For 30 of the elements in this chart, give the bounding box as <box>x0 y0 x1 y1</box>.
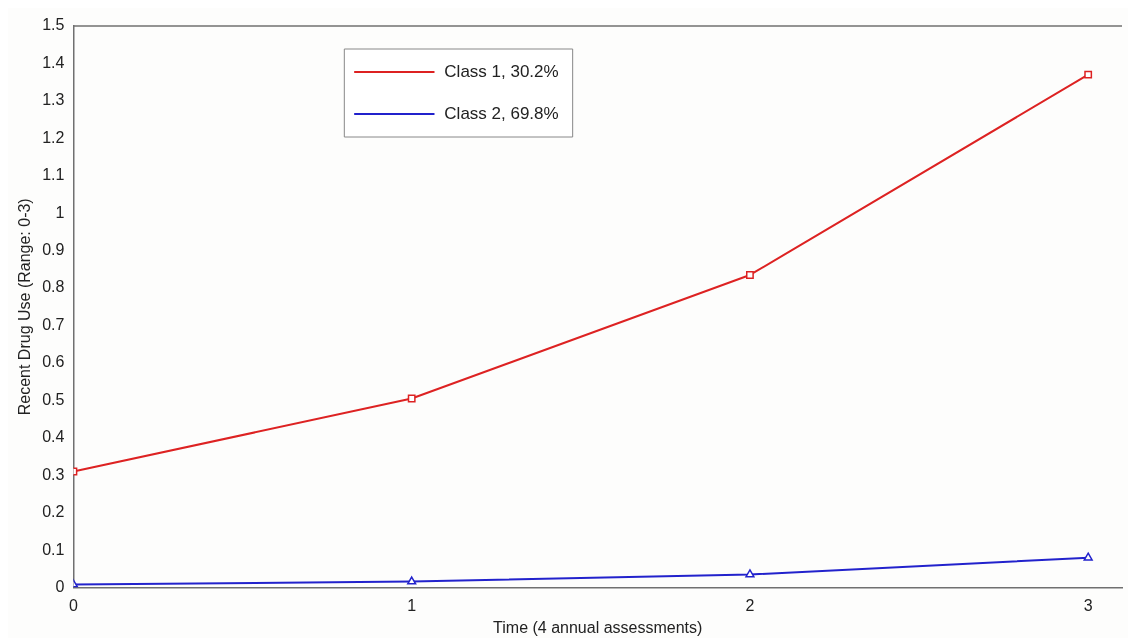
y-tick-label: 0.8 <box>42 278 65 296</box>
x-axis-title: Time (4 annual assessments) <box>493 618 703 636</box>
y-tick-label: 0.3 <box>42 465 65 483</box>
y-tick-label: 0.9 <box>42 241 65 259</box>
legend-label: Class 2, 69.8% <box>444 103 559 123</box>
y-tick-label: 1 <box>55 203 65 221</box>
point <box>1084 70 1093 79</box>
y-tick-label: 0.6 <box>42 353 65 371</box>
y-tick-label: 1.4 <box>42 53 65 71</box>
y-tick-label: 1.5 <box>42 16 65 34</box>
x-tick-label: 3 <box>1083 596 1093 614</box>
y-tick-label: 0.5 <box>42 390 65 408</box>
point <box>407 394 416 403</box>
y-tick-label: 0.2 <box>42 503 65 521</box>
y-tick-label: 1.1 <box>42 166 65 184</box>
y-tick-label: 0 <box>55 578 65 596</box>
point <box>745 569 755 578</box>
y-tick-label: 1.3 <box>42 91 65 109</box>
x-tick-label: 1 <box>407 596 417 614</box>
point <box>407 576 417 585</box>
point <box>746 271 754 279</box>
y-tick-label: 0.4 <box>42 428 65 446</box>
y-tick-label: 1.2 <box>42 128 65 146</box>
x-tick-label: 0 <box>68 596 78 614</box>
y-axis-title: Recent Drug Use (Range: 0-3) <box>16 198 34 416</box>
point <box>1083 552 1093 561</box>
x-tick-label: 2 <box>745 596 755 614</box>
legend-label: Class 1, 30.2% <box>444 61 559 81</box>
y-tick-label: 0.1 <box>42 540 65 558</box>
y-tick-label: 0.7 <box>42 315 65 333</box>
